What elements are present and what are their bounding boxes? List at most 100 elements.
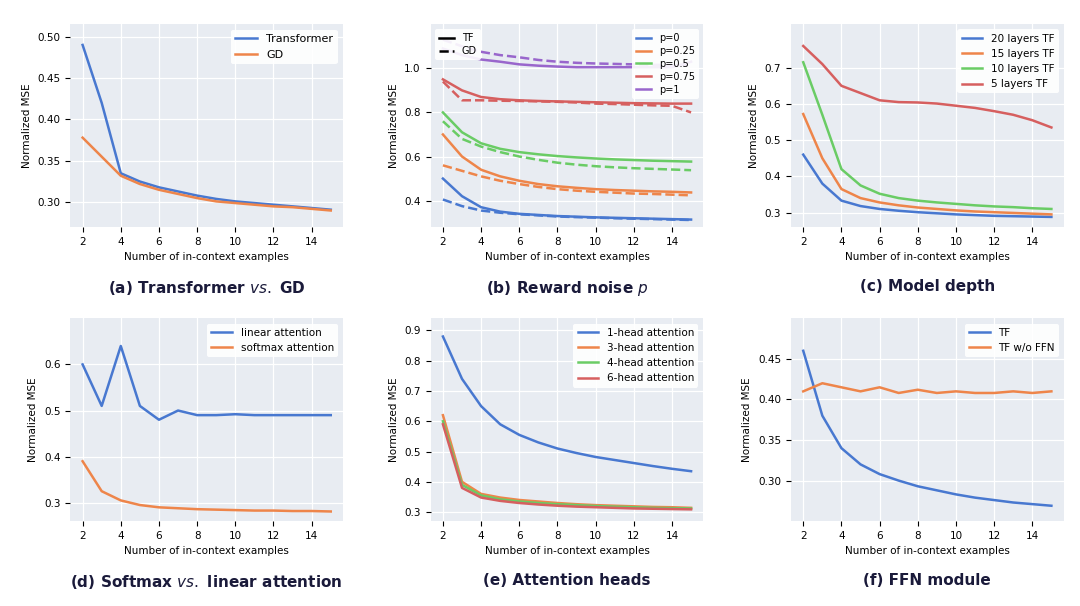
3-head attention — [531, 498, 544, 505]
5 layers TF — [930, 100, 943, 107]
Text: (e) Attention heads: (e) Attention heads — [483, 573, 651, 588]
X-axis label: Number of in-context examples: Number of in-context examples — [485, 547, 649, 556]
GD — [76, 134, 89, 141]
linear attention — [324, 411, 337, 419]
5 layers TF — [969, 104, 982, 112]
5 layers TF — [949, 102, 962, 109]
softmax attention — [172, 505, 185, 512]
TF w/o FFN — [912, 386, 924, 393]
Line: 5 layers TF: 5 layers TF — [804, 46, 1052, 127]
TF — [930, 487, 943, 494]
Legend: TF, TF w/o FFN: TF, TF w/o FFN — [964, 324, 1058, 357]
softmax attention — [191, 505, 204, 513]
Legend: 1-head attention, 3-head attention, 4-head attention, 6-head attention: 1-head attention, 3-head attention, 4-he… — [573, 324, 699, 387]
GD — [152, 186, 165, 193]
3-head attention — [474, 490, 487, 498]
Transformer — [134, 178, 147, 185]
Transformer — [306, 204, 319, 211]
Line: 3-head attention: 3-head attention — [443, 415, 691, 508]
4-head attention — [494, 496, 507, 503]
TF w/o FFN — [1026, 389, 1039, 396]
Y-axis label: Normalized MSE: Normalized MSE — [389, 378, 399, 462]
linear attention — [267, 411, 280, 419]
softmax attention — [134, 501, 147, 508]
linear attention — [248, 411, 261, 419]
10 layers TF — [797, 59, 810, 66]
Line: TF w/o FFN: TF w/o FFN — [804, 383, 1052, 393]
5 layers TF — [797, 42, 810, 50]
softmax attention — [95, 488, 108, 495]
20 layers TF — [912, 208, 924, 216]
3-head attention — [513, 496, 526, 504]
Transformer — [152, 184, 165, 191]
4-head attention — [685, 505, 698, 512]
softmax attention — [324, 508, 337, 515]
1-head attention — [436, 333, 449, 340]
4-head attention — [665, 505, 678, 512]
10 layers TF — [835, 165, 848, 173]
TF w/o FFN — [873, 384, 886, 391]
15 layers TF — [815, 155, 828, 162]
Line: 20 layers TF: 20 layers TF — [804, 155, 1052, 217]
Y-axis label: Normalized MSE: Normalized MSE — [389, 84, 399, 168]
10 layers TF — [1045, 205, 1058, 213]
softmax attention — [248, 507, 261, 514]
Text: (a) Transformer $vs.$ GD: (a) Transformer $vs.$ GD — [108, 279, 306, 296]
Text: (b) Reward noise $p$: (b) Reward noise $p$ — [486, 279, 648, 298]
TF w/o FFN — [987, 389, 1000, 396]
20 layers TF — [873, 205, 886, 213]
Y-axis label: Normalized MSE: Normalized MSE — [28, 378, 39, 462]
GD — [267, 203, 280, 210]
20 layers TF — [930, 210, 943, 217]
3-head attention — [685, 504, 698, 511]
4-head attention — [590, 502, 603, 510]
4-head attention — [647, 504, 660, 511]
1-head attention — [531, 439, 544, 446]
linear attention — [172, 407, 185, 414]
TF w/o FFN — [1007, 388, 1020, 395]
3-head attention — [456, 478, 469, 485]
TF — [892, 477, 905, 484]
linear attention — [76, 361, 89, 368]
Transformer — [76, 41, 89, 48]
3-head attention — [608, 502, 621, 510]
TF w/o FFN — [949, 388, 962, 395]
linear attention — [134, 402, 147, 410]
Text: (c) Model depth: (c) Model depth — [860, 279, 995, 293]
10 layers TF — [912, 197, 924, 204]
6-head attention — [647, 505, 660, 513]
TF — [969, 494, 982, 501]
1-head attention — [513, 431, 526, 439]
3-head attention — [551, 499, 564, 507]
10 layers TF — [987, 203, 1000, 210]
Transformer — [114, 170, 127, 177]
TF — [987, 496, 1000, 504]
TF w/o FFN — [930, 389, 943, 396]
Transformer — [95, 99, 108, 107]
6-head attention — [513, 499, 526, 507]
6-head attention — [531, 501, 544, 508]
1-head attention — [494, 421, 507, 428]
X-axis label: Number of in-context examples: Number of in-context examples — [845, 252, 1010, 262]
Line: 6-head attention: 6-head attention — [443, 424, 691, 510]
4-head attention — [627, 504, 640, 511]
GD — [191, 195, 204, 202]
20 layers TF — [949, 211, 962, 218]
1-head attention — [608, 456, 621, 464]
softmax attention — [229, 507, 242, 514]
Line: TF: TF — [804, 351, 1052, 506]
6-head attention — [590, 504, 603, 511]
3-head attention — [590, 502, 603, 509]
Transformer — [172, 188, 185, 195]
Transformer — [324, 206, 337, 213]
TF w/o FFN — [1045, 388, 1058, 395]
Text: (f) FFN module: (f) FFN module — [863, 573, 991, 588]
Y-axis label: Normalized MSE: Normalized MSE — [750, 84, 759, 168]
softmax attention — [306, 507, 319, 514]
X-axis label: Number of in-context examples: Number of in-context examples — [845, 547, 1010, 556]
GD — [324, 207, 337, 214]
Transformer — [286, 203, 299, 210]
Line: Transformer: Transformer — [82, 45, 330, 210]
10 layers TF — [815, 111, 828, 118]
linear attention — [229, 411, 242, 418]
